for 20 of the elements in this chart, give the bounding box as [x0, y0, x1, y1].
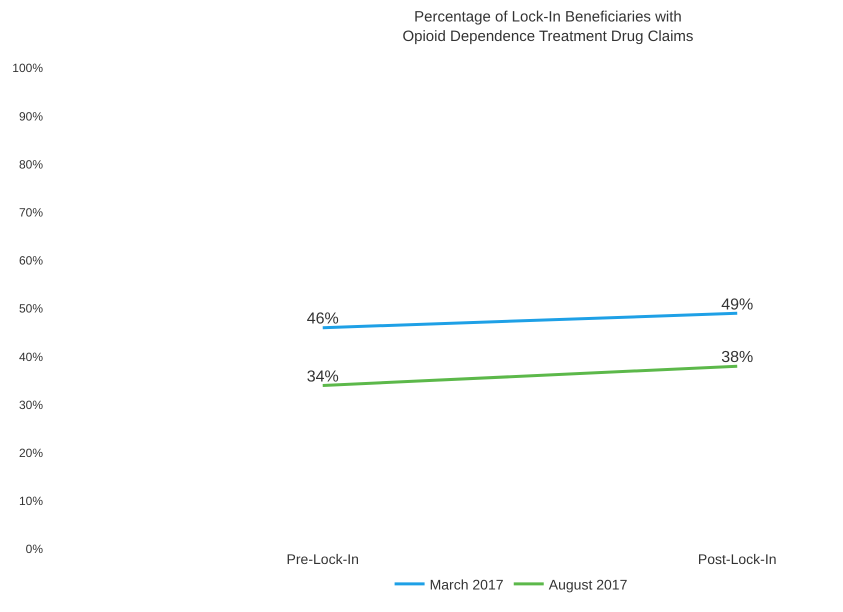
data-label: 38% [721, 349, 754, 366]
y-tick-label: 0% [26, 542, 44, 556]
x-tick-label: Post-Lock-In [698, 551, 777, 567]
y-tick-label: 40% [18, 350, 44, 364]
y-tick-label: 90% [18, 109, 44, 124]
chart-title: Percentage of Lock-In Beneficiaries with Opioid Dependence Treatment Drug Claims [402, 8, 694, 45]
y-tick-label: 30% [18, 398, 44, 412]
data-label: 34% [306, 368, 339, 386]
y-tick-label: 50% [18, 302, 44, 316]
x-tick-label: Pre-Lock-In [286, 551, 359, 567]
data-label: 49% [721, 296, 754, 314]
y-tick-label: 70% [18, 206, 44, 220]
legend-label: August 2017 [548, 576, 628, 592]
legend-label: March 2017 [430, 576, 504, 592]
data-label: 46% [306, 310, 339, 328]
y-tick-label: 20% [18, 446, 44, 460]
y-tick-label: 100% [12, 61, 44, 76]
y-tick-label: 80% [18, 157, 44, 172]
y-tick-label: 10% [18, 494, 44, 508]
y-tick-label: 60% [18, 254, 44, 268]
